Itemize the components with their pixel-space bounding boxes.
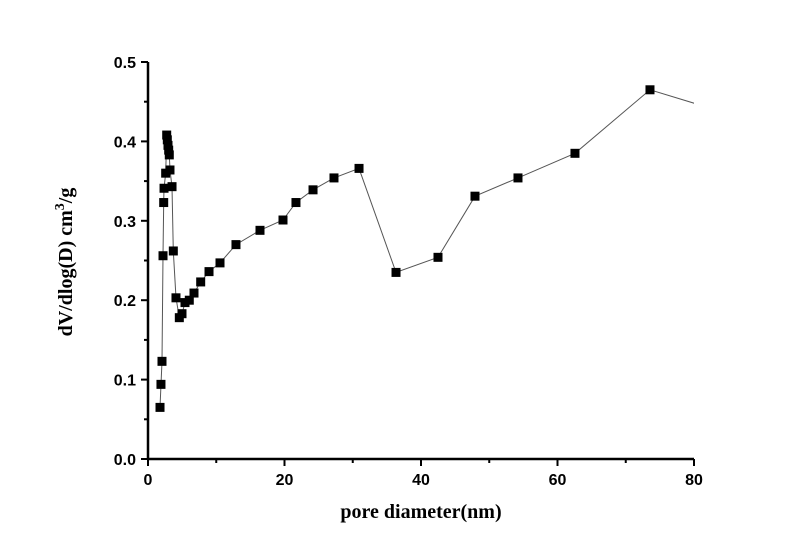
data-point (162, 130, 172, 140)
data-point (354, 163, 364, 173)
x-tick-label: 60 (549, 472, 567, 489)
data-point (308, 185, 318, 195)
y-tick-label: 0.4 (114, 134, 136, 151)
y-axis-label-tail: /g (55, 188, 77, 205)
data-point (177, 309, 187, 319)
data-point (470, 191, 480, 201)
y-axis-label-main: dV/dlog(D) cm (55, 210, 77, 336)
series-line (159, 89, 694, 408)
data-point (189, 288, 199, 298)
y-tick-label: 0.3 (114, 214, 136, 231)
x-axis-label: pore diameter(nm) (340, 501, 501, 523)
x-tick-label: 20 (276, 472, 294, 489)
data-point (164, 150, 174, 160)
data-point (231, 240, 241, 250)
data-point (157, 356, 167, 366)
data-point (291, 198, 301, 208)
x-tick-label: 80 (685, 472, 703, 489)
data-point (171, 293, 181, 303)
axes: 0 20 40 60 80 0.0 0.1 0.2 0.3 0.4 0.5 (114, 55, 703, 489)
data-point (155, 402, 165, 412)
x-tick-label: 0 (144, 472, 153, 489)
data-point (165, 165, 175, 175)
y-tick-label: 0.1 (114, 373, 136, 390)
data-point (159, 183, 169, 193)
data-point (159, 198, 169, 208)
data-point (645, 85, 655, 95)
y-tick-label: 0.0 (114, 452, 136, 469)
data-point (391, 267, 401, 277)
data-point (156, 379, 166, 389)
data-point (196, 277, 206, 287)
data-point (570, 148, 580, 158)
y-tick-label: 0.2 (114, 293, 136, 310)
y-axis-label-sup: 3 (53, 203, 68, 210)
data-point (278, 215, 288, 225)
data-point (433, 252, 443, 262)
data-point (164, 145, 174, 155)
x-tick-label: 40 (412, 472, 430, 489)
data-point (163, 140, 173, 150)
data-point (204, 267, 214, 277)
data-point (255, 225, 265, 235)
y-axis-label: dV/dlog(D) cm3/g (53, 188, 77, 337)
y-tick-label: 0.5 (114, 55, 136, 72)
data-point (167, 182, 177, 192)
data-point (158, 251, 168, 261)
data-point (215, 258, 225, 268)
data-series (155, 85, 712, 412)
data-point (162, 135, 172, 145)
data-point (703, 103, 712, 112)
data-point (513, 173, 523, 183)
data-point (168, 246, 178, 256)
data-point (329, 173, 339, 183)
data-point (184, 295, 194, 305)
